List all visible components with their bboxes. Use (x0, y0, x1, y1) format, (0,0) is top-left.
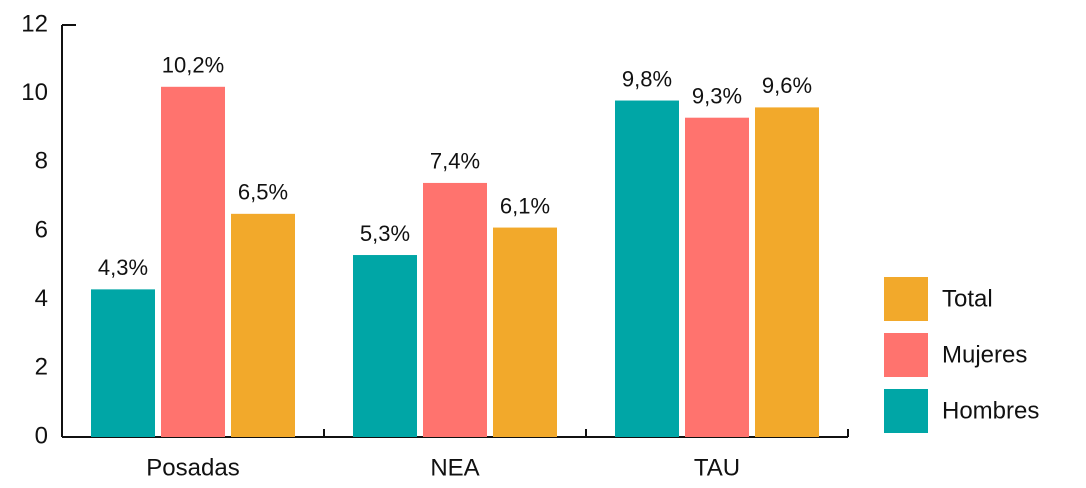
legend-swatch (884, 333, 928, 377)
x-tick-label: NEA (430, 454, 479, 481)
bar (685, 117, 749, 437)
y-tick-label: 10 (21, 79, 48, 106)
bar (91, 289, 155, 437)
legend-label: Mujeres (942, 341, 1027, 368)
y-tick-label: 12 (21, 10, 48, 37)
y-tick-label: 6 (35, 216, 48, 243)
bar (755, 107, 819, 438)
value-label: 9,3% (692, 84, 742, 109)
y-tick-label: 0 (35, 422, 48, 449)
value-label: 10,2% (162, 53, 224, 78)
bar (423, 182, 487, 437)
value-label: 9,6% (762, 73, 812, 98)
y-tick-label: 4 (35, 285, 48, 312)
value-label: 4,3% (98, 255, 148, 280)
value-label: 6,5% (238, 180, 288, 205)
value-label: 6,1% (500, 193, 550, 218)
x-tick-label: TAU (694, 454, 740, 481)
value-label: 9,8% (622, 66, 672, 91)
value-label: 7,4% (430, 149, 480, 174)
bar (493, 227, 557, 437)
bar (615, 100, 679, 438)
x-tick-label: Posadas (146, 454, 239, 481)
legend-swatch (884, 277, 928, 321)
bar (353, 255, 417, 437)
value-label: 5,3% (360, 221, 410, 246)
y-tick-label: 2 (35, 354, 48, 381)
legend-swatch (884, 389, 928, 433)
bar (231, 213, 295, 437)
legend-label: Total (942, 285, 993, 312)
bar (161, 86, 225, 438)
y-tick-label: 8 (35, 148, 48, 175)
legend-label: Hombres (942, 397, 1039, 424)
